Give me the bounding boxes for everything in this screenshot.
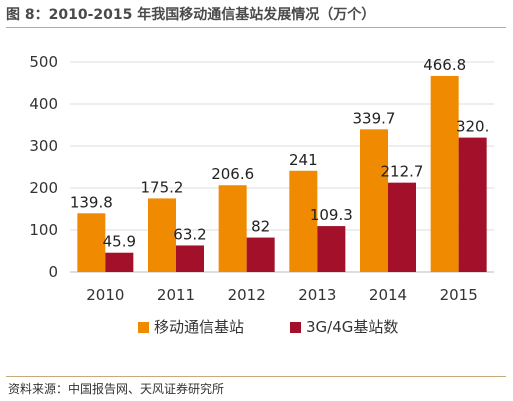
- bar-chart: 0 100 200 300 400 500 139.8 45.9 175.2 63.2 206.6…: [29, 53, 494, 336]
- chart-title: 图 8：2010-2015 年我国移动通信基站发展情况（万个）: [6, 7, 376, 23]
- bar-base-stations-2013: [289, 170, 318, 272]
- bar-base-stations-2012: [218, 185, 247, 272]
- x-tick-label-2011: 2011: [157, 286, 195, 304]
- data-label-3g4g-2015: 320.: [456, 118, 489, 136]
- top-divider: [6, 27, 506, 28]
- y-tick-label: 0: [48, 263, 58, 281]
- bar-base-stations-2011: [148, 198, 176, 272]
- y-tick-label: 500: [29, 53, 58, 71]
- y-axis-ticks: 0 100 200 300 400 500: [29, 53, 58, 281]
- data-label-base-stations-2012: 206.6: [211, 165, 254, 183]
- data-label-3g4g-2012: 82: [251, 218, 270, 236]
- legend-label-3g4g: 3G/4G基站数: [306, 318, 398, 336]
- x-axis-ticks: 2010 2011 2012 2013 2014 2015: [86, 286, 478, 304]
- data-label-3g4g-2014: 212.7: [381, 163, 424, 181]
- data-label-base-stations-2014: 339.7: [353, 109, 396, 127]
- bottom-divider: [6, 376, 506, 377]
- x-tick-label-2015: 2015: [440, 286, 478, 304]
- legend-swatch-3g4g: [290, 322, 301, 333]
- data-label-base-stations-2013: 241: [289, 151, 318, 169]
- legend-swatch-base-stations: [138, 322, 149, 333]
- bar-3g4g-2015: [458, 137, 487, 272]
- y-tick-label: 200: [29, 179, 58, 197]
- legend-label-base-stations: 移动通信基站: [154, 318, 244, 336]
- x-tick-label-2012: 2012: [228, 286, 266, 304]
- data-label-3g4g-2011: 63.2: [173, 225, 206, 243]
- data-label-base-stations-2010: 139.8: [70, 193, 113, 211]
- bar-base-stations-2010: [77, 213, 106, 272]
- data-label-base-stations-2011: 175.2: [141, 178, 184, 196]
- data-labels: 139.8 45.9 175.2 63.2 206.6 82 241 109.3 339.7 21…: [70, 56, 490, 251]
- bar-3g4g-2011: [176, 245, 204, 272]
- x-tick-label-2014: 2014: [369, 286, 407, 304]
- bar-3g4g-2013: [317, 226, 346, 272]
- bar-base-stations-2015: [430, 75, 459, 272]
- data-label-3g4g-2010: 45.9: [103, 233, 136, 251]
- source-note: 资料来源：中国报告网、天风证券研究所: [8, 382, 225, 396]
- y-tick-label: 300: [29, 137, 58, 155]
- bar-base-stations-2014: [360, 129, 388, 272]
- y-tick-label: 400: [29, 95, 58, 113]
- gridlines: [70, 61, 494, 273]
- x-tick-label-2013: 2013: [298, 286, 336, 304]
- bar-3g4g-2014: [388, 182, 416, 272]
- x-tick-label-2010: 2010: [86, 286, 124, 304]
- bars: [77, 75, 487, 272]
- legend: 移动通信基站 3G/4G基站数: [138, 318, 398, 336]
- bar-3g4g-2010: [105, 252, 134, 272]
- y-tick-label: 100: [29, 221, 58, 239]
- data-label-base-stations-2015: 466.8: [423, 56, 466, 74]
- data-label-3g4g-2013: 109.3: [310, 206, 353, 224]
- bar-3g4g-2012: [246, 237, 275, 272]
